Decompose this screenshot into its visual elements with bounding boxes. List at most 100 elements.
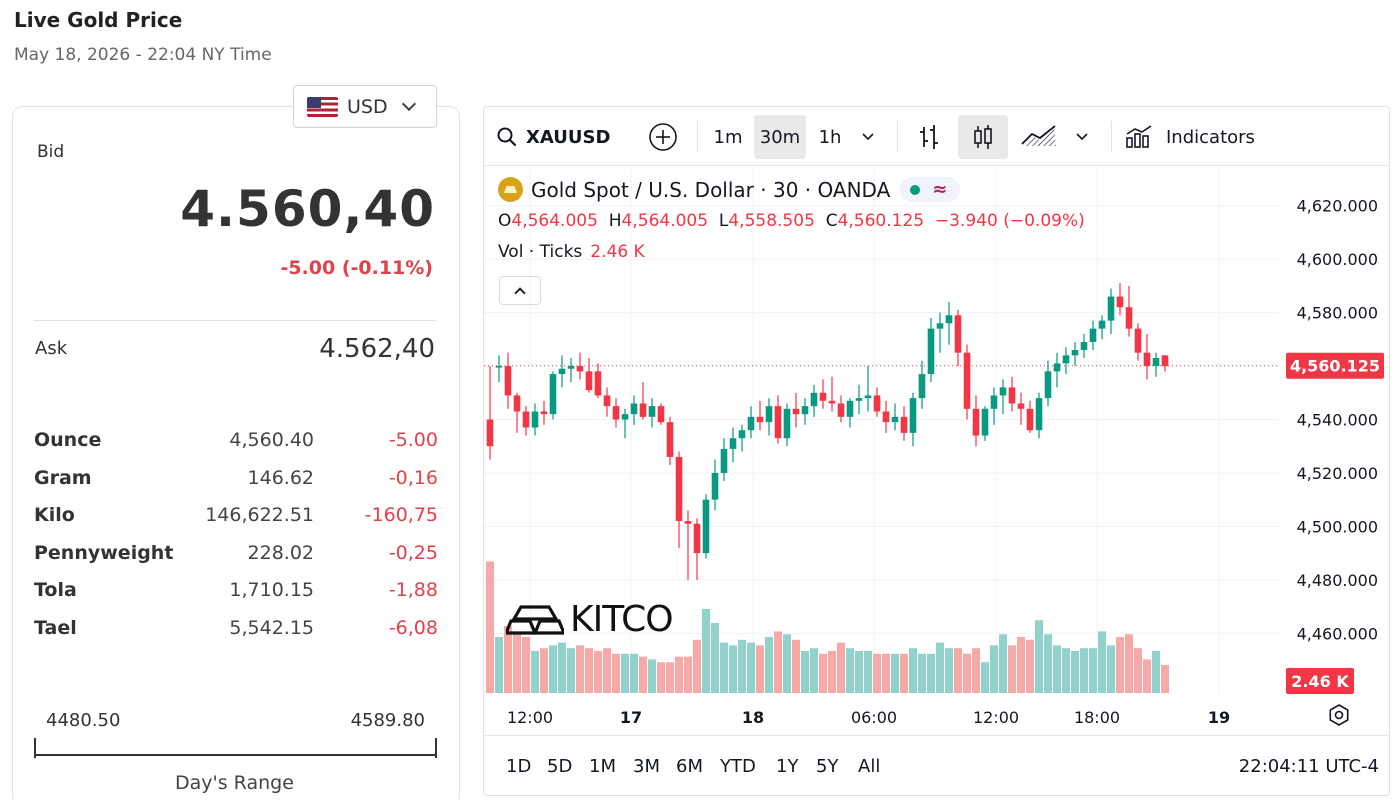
last-price-badge	[1286, 352, 1384, 379]
unit-change: -5.00	[388, 429, 438, 451]
market-status-pill[interactable]: ≈	[900, 177, 961, 202]
candle-body	[927, 328, 935, 375]
range-6m[interactable]: 6M	[676, 756, 703, 777]
price-chart[interactable]: 4,620.0004,600.0004,580.0004,560.0004,54…	[484, 107, 1389, 735]
volume-bar	[909, 648, 917, 693]
indicators-label: Indicators	[1166, 126, 1255, 148]
chart-bottom-bar: 1D 5D 1M 3M 6M YTD 1Y 5Y All 22:04:11 UT…	[484, 735, 1389, 795]
unit-name: Kilo	[34, 504, 75, 526]
volume-bar	[972, 648, 980, 693]
range-5y[interactable]: 5Y	[816, 756, 839, 777]
y-tick-label: 4,540.000	[1297, 411, 1378, 430]
volume-bar	[918, 653, 926, 693]
interval-30m[interactable]: 30m	[754, 115, 806, 159]
volume-bar	[522, 637, 530, 693]
volume-bar	[594, 651, 602, 693]
legend-title: Gold Spot / U.S. Dollar · 30 · OANDA	[531, 177, 891, 202]
candle-body	[558, 368, 566, 375]
candle-body	[486, 419, 494, 447]
candle-body	[675, 456, 683, 522]
volume-bar	[675, 656, 683, 693]
unit-value: 1,710.15	[229, 579, 314, 601]
range-1m[interactable]: 1M	[589, 756, 616, 777]
unit-table: Ounce 4,560.40 -5.00 Gram 146.62 -0,16 K…	[34, 429, 438, 654]
candle-body	[855, 398, 863, 401]
gold-bar-icon	[498, 177, 523, 202]
candle-body	[1143, 352, 1151, 367]
volume-badge	[1286, 668, 1354, 694]
volume-bar	[486, 561, 494, 693]
candle-body	[1134, 328, 1142, 353]
unit-name: Pennyweight	[34, 541, 174, 564]
volume-bar	[549, 645, 557, 693]
candle-body	[981, 408, 989, 436]
candle-body	[1026, 408, 1034, 431]
volume-bar	[1080, 648, 1088, 693]
candle-body	[657, 406, 665, 423]
volume-bar	[792, 639, 800, 693]
symbol-search-button[interactable]: XAUUSD	[496, 115, 616, 159]
volume-bar	[1143, 659, 1151, 693]
unit-change: -0,16	[388, 466, 438, 489]
settings-icon[interactable]	[1329, 704, 1349, 726]
currency-select[interactable]: USD	[293, 85, 437, 128]
ask-price: 4.562,40	[319, 334, 435, 364]
candle-body	[747, 416, 755, 431]
volume-bar	[495, 637, 503, 693]
open-label: O	[498, 211, 512, 231]
kitco-wordmark: KITCO	[570, 599, 674, 640]
range-1y[interactable]: 1Y	[776, 756, 799, 777]
range-all[interactable]: All	[858, 756, 881, 777]
day-range-label: Day's Range	[175, 772, 294, 794]
candle-body	[1062, 355, 1070, 364]
interval-dropdown[interactable]	[854, 115, 882, 159]
bid-price: 4.560,40	[180, 180, 435, 238]
chart-type-dropdown[interactable]	[1068, 115, 1096, 159]
volume-bar	[819, 653, 827, 693]
candle-body	[1053, 363, 1061, 372]
compare-add-button[interactable]	[644, 115, 682, 159]
candle-body	[531, 411, 539, 428]
data-delay-icon: ≈	[932, 179, 948, 200]
volume-bar	[927, 653, 935, 693]
candle-body	[1089, 328, 1097, 342]
candle-body	[720, 448, 728, 473]
interval-1m[interactable]: 1m	[713, 126, 743, 148]
range-1d[interactable]: 1D	[506, 756, 532, 777]
candle-body	[819, 392, 827, 401]
candle-body	[999, 387, 1007, 396]
area-style-button[interactable]	[1016, 115, 1062, 159]
unit-value: 228.02	[247, 541, 314, 564]
volume-label: Vol · Ticks	[498, 242, 583, 262]
price-change: −3.940 (−0.09%)	[934, 211, 1085, 231]
interval-1h[interactable]: 1h	[818, 126, 842, 148]
range-ytd[interactable]: YTD	[720, 756, 756, 777]
volume-bar	[1062, 648, 1070, 693]
x-tick-label: 12:00	[973, 708, 1019, 727]
candle-body	[1125, 307, 1133, 329]
indicators-button[interactable]: Indicators	[1124, 115, 1274, 159]
volume-bar	[774, 631, 782, 693]
candle-body	[612, 406, 620, 420]
us-flag-icon	[307, 96, 338, 117]
unit-value: 4,560.40	[229, 429, 314, 451]
volume-bar	[621, 653, 629, 693]
kitco-logo-icon	[506, 604, 564, 635]
indicators-icon	[1126, 125, 1152, 148]
x-tick-label: 17	[620, 708, 642, 727]
bars-style-button[interactable]	[908, 115, 950, 159]
candle-body	[495, 366, 503, 368]
candle-body	[1008, 387, 1016, 404]
volume-bar	[1107, 645, 1115, 693]
candle-body	[513, 395, 521, 412]
range-5d[interactable]: 5D	[547, 756, 573, 777]
volume-bar	[720, 642, 728, 693]
range-3m[interactable]: 3M	[633, 756, 660, 777]
candles-style-button[interactable]	[958, 115, 1008, 159]
volume-bar	[954, 648, 962, 693]
bid-label: Bid	[37, 142, 65, 162]
day-range-bar	[34, 738, 437, 758]
candle-body	[936, 323, 944, 329]
legend-collapse-button[interactable]	[499, 276, 541, 305]
candle-body	[567, 366, 575, 369]
